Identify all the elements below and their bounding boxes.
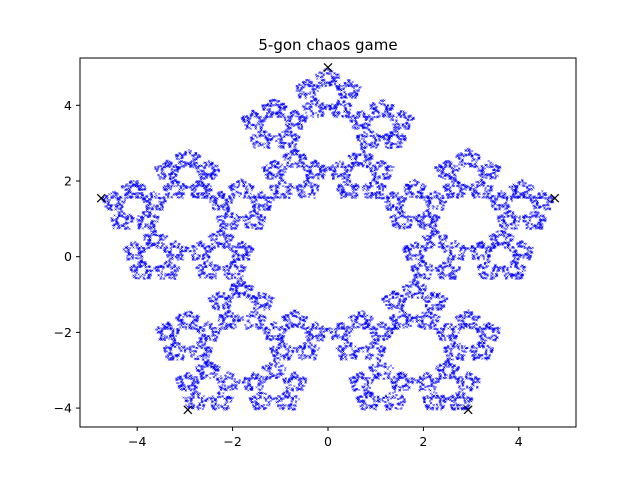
x-tick-label: 2 <box>419 434 427 449</box>
y-tick-label: 2 <box>64 174 72 189</box>
y-tick-label: −2 <box>54 325 72 340</box>
vertex-markers-layer <box>96 63 560 415</box>
x-tick-label: 0 <box>324 434 332 449</box>
vertex-marker-1 <box>550 193 560 203</box>
x-tick-label: −4 <box>128 434 146 449</box>
y-tick-label: 4 <box>64 98 72 113</box>
y-tick-label: 0 <box>64 249 72 264</box>
x-axis: −4 −2 0 2 4 <box>128 427 523 449</box>
vertex-marker-4 <box>96 193 106 203</box>
vertex-marker-2 <box>463 405 473 415</box>
vertex-marker-3 <box>183 405 193 415</box>
vertex-marker-0 <box>323 63 333 72</box>
x-tick-label: −2 <box>223 434 241 449</box>
y-tick-label: −4 <box>54 401 72 416</box>
y-axis: −4 −2 0 2 4 <box>54 98 80 416</box>
chart-title: 5-gon chaos game <box>258 36 397 54</box>
x-tick-label: 4 <box>515 434 523 449</box>
